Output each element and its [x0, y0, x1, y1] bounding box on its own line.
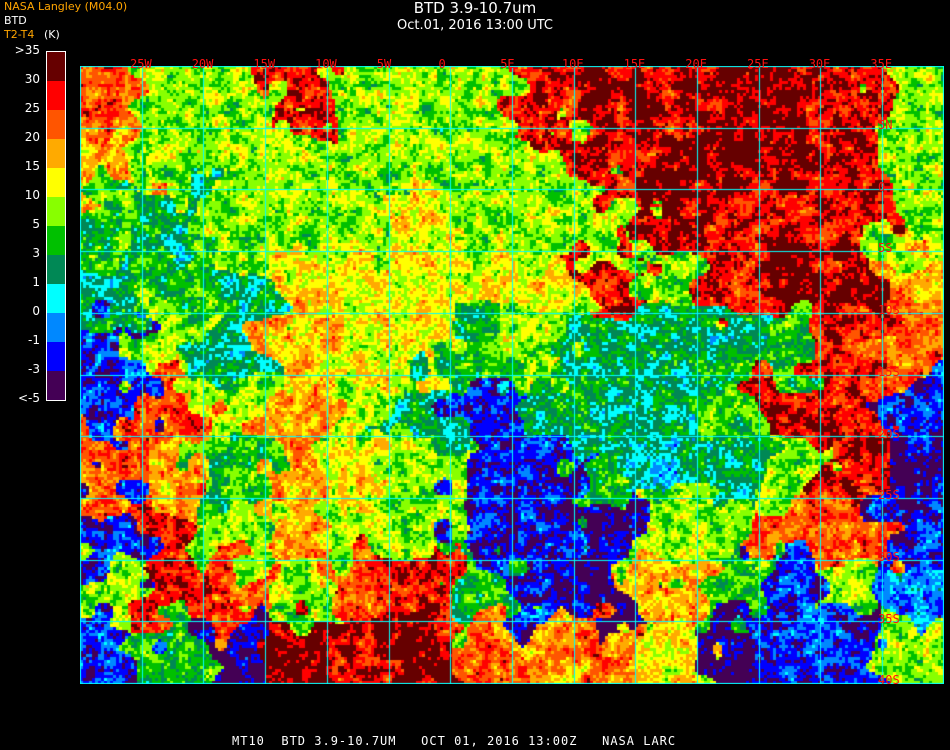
image-timestamp: Oct.01, 2016 13:00 UTC — [397, 18, 553, 33]
longitude-label: 10E — [561, 57, 584, 71]
longitude-label: 15W — [253, 57, 276, 71]
colorbar-label: 25 — [24, 101, 40, 115]
longitude-label: 5W — [376, 57, 392, 71]
colorbar-label: -3 — [28, 362, 40, 376]
colorbar-label: 5 — [32, 217, 40, 231]
product-label: BTD — [4, 14, 27, 27]
latitude-label: 5N — [878, 118, 893, 132]
colorbar-segment — [47, 371, 65, 400]
longitude-label: 30E — [808, 57, 831, 71]
colorbar-segment — [47, 81, 65, 110]
longitude-label: 35E — [870, 57, 893, 71]
org-label: NASA Langley (M04.0) — [4, 0, 128, 13]
colorbar-label: <-5 — [17, 391, 40, 405]
longitude-label: 20E — [685, 57, 707, 71]
colorbar-segment — [47, 226, 65, 255]
latitude-label: 0 — [878, 179, 886, 194]
footer-caption: MT10 BTD 3.9-10.7UM OCT 01, 2016 13:00Z … — [232, 734, 677, 748]
longitude-label: 5E — [500, 57, 515, 71]
colorbar-label: 0 — [32, 304, 40, 318]
colorbar-label: 15 — [24, 159, 40, 173]
colorbar-label: -1 — [28, 333, 40, 347]
longitude-label: 10W — [315, 57, 337, 71]
colorbar-label: 20 — [24, 130, 40, 144]
latitude-label: 25S — [878, 488, 900, 503]
longitude-label: 25E — [747, 57, 769, 71]
colorbar-segment — [47, 342, 65, 371]
longitude-label: 15E — [623, 57, 646, 71]
latitude-label: 10S — [878, 303, 900, 318]
image-title: BTD 3.9-10.7um — [413, 0, 537, 17]
latitude-label: 30S — [878, 549, 900, 564]
longitude-label: 20W — [191, 57, 214, 71]
longitude-label: 0 — [438, 57, 446, 71]
colorbar-segment — [47, 110, 65, 139]
latitude-label: 40S — [878, 673, 900, 688]
colorbar — [46, 51, 66, 401]
colorbar-segment — [47, 313, 65, 342]
colorbar-label: 1 — [32, 275, 40, 289]
colorbar-segment — [47, 139, 65, 168]
colorbar-label: 10 — [24, 188, 40, 202]
colorbar-segment — [47, 168, 65, 197]
colorbar-segment — [47, 284, 65, 313]
colorbar-segment — [47, 197, 65, 226]
latitude-label: 35S — [878, 611, 900, 626]
colorbar-segment — [47, 255, 65, 284]
latitude-label: 5S — [878, 241, 893, 256]
colorbar-segment — [47, 52, 65, 81]
latitude-label: 15S — [878, 364, 900, 379]
longitude-label: 25W — [130, 57, 152, 71]
colorbar-label: 30 — [24, 72, 40, 86]
unit-label-k: (K) — [44, 28, 60, 41]
satellite-image — [80, 66, 944, 684]
latitude-label: 20S — [878, 426, 900, 441]
colorbar-label: >35 — [14, 43, 40, 57]
unit-label: T2-T4 — [4, 28, 35, 41]
colorbar-label: 3 — [32, 246, 40, 260]
